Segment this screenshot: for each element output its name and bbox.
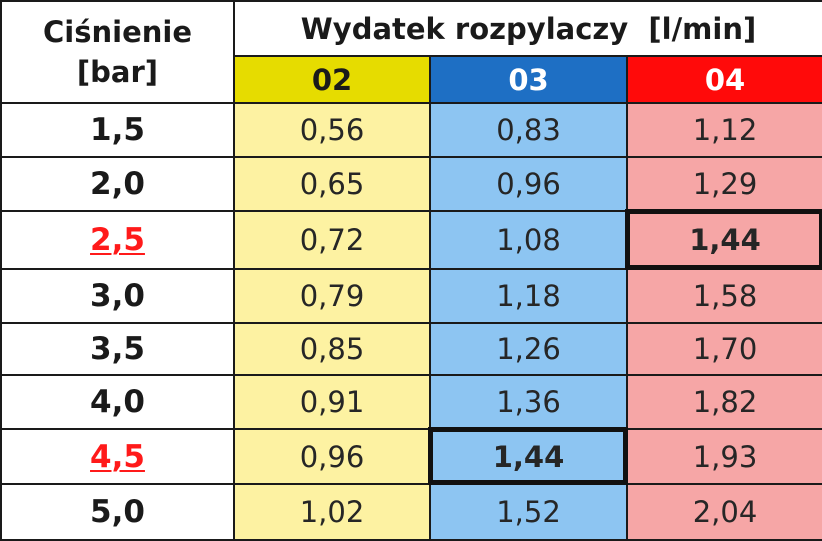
- table-row: 4,0 0,91 1,36 1,82: [0, 374, 822, 430]
- flow-value-cell: 2,04: [625, 483, 822, 541]
- flow-value-cell: 1,93: [625, 428, 822, 485]
- flow-value-cell: 1,08: [429, 210, 628, 270]
- flow-value-cell: 0,96: [429, 156, 628, 212]
- flow-value-cell: 0,85: [233, 322, 431, 376]
- flow-value-cell: 0,65: [233, 156, 431, 212]
- table-row: 5,0 1,02 1,52 2,04: [0, 483, 822, 541]
- flow-value-cell: 0,83: [429, 102, 628, 158]
- table-row: 3,5 0,85 1,26 1,70: [0, 322, 822, 376]
- column-header-04: 04: [625, 55, 822, 104]
- pressure-cell: 3,0: [0, 268, 235, 324]
- flow-value-cell: 0,96: [233, 428, 431, 485]
- column-header-02: 02: [233, 55, 431, 104]
- pressure-cell: 4,0: [0, 374, 235, 430]
- flow-value-cell: 0,91: [233, 374, 431, 430]
- flow-value-cell: 1,36: [429, 374, 628, 430]
- header-row-top: Ciśnienie [bar] Wydatek rozpylaczy [l/mi…: [0, 0, 822, 104]
- flow-value-cell: 1,52: [429, 483, 628, 541]
- flow-value-cell: 0,79: [233, 268, 431, 324]
- column-header-03: 03: [429, 55, 628, 104]
- pressure-header-line1: Ciśnienie: [43, 15, 192, 49]
- pressure-cell: 2,0: [0, 156, 235, 212]
- flow-value-cell-highlighted: 1,44: [625, 210, 822, 270]
- pressure-header: Ciśnienie [bar]: [0, 0, 235, 104]
- table-row: 2,5 0,72 1,08 1,44: [0, 210, 822, 270]
- header-row-columns: 02 03 04: [1, 55, 822, 104]
- pressure-header-line2: [bar]: [76, 55, 159, 89]
- pressure-cell: 5,0: [0, 483, 235, 541]
- flow-value-cell: 1,29: [625, 156, 822, 212]
- flow-value-cell: 0,56: [233, 102, 431, 158]
- flow-value-cell: 1,82: [625, 374, 822, 430]
- pressure-cell: 2,5: [0, 210, 235, 270]
- table-row: 2,0 0,65 0,96 1,29: [0, 156, 822, 212]
- table-row: 1,5 0,56 0,83 1,12: [0, 102, 822, 158]
- flow-value-cell: 1,70: [625, 322, 822, 376]
- pressure-cell: 1,5: [0, 102, 235, 158]
- flow-value-cell: 1,02: [233, 483, 431, 541]
- flow-value-cell: 0,72: [233, 210, 431, 270]
- flow-value-cell: 1,58: [625, 268, 822, 324]
- flow-value-cell: 1,18: [429, 268, 628, 324]
- pressure-cell: 4,5: [0, 428, 235, 485]
- table-row: 3,0 0,79 1,18 1,58: [0, 268, 822, 324]
- flow-value-cell-highlighted: 1,44: [429, 428, 628, 485]
- flow-value-cell: 1,26: [429, 322, 628, 376]
- pressure-cell: 3,5: [0, 322, 235, 376]
- flow-header: Wydatek rozpylaczy [l/min]: [232, 0, 822, 57]
- flow-value-cell: 1,12: [625, 102, 822, 158]
- table-row: 4,5 0,96 1,44 1,93: [0, 428, 822, 485]
